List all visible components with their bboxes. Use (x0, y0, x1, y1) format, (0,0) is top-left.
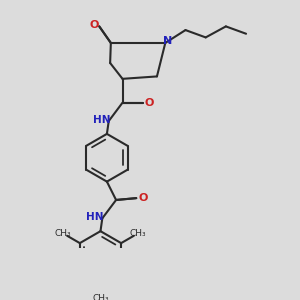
Text: O: O (90, 20, 99, 29)
Text: N: N (163, 36, 172, 46)
Text: HN: HN (86, 212, 104, 222)
Text: CH₃: CH₃ (92, 294, 109, 300)
Text: CH₃: CH₃ (55, 229, 71, 238)
Text: HN: HN (93, 115, 110, 125)
Text: CH₃: CH₃ (130, 229, 146, 238)
Text: O: O (144, 98, 154, 108)
Text: O: O (138, 193, 147, 203)
